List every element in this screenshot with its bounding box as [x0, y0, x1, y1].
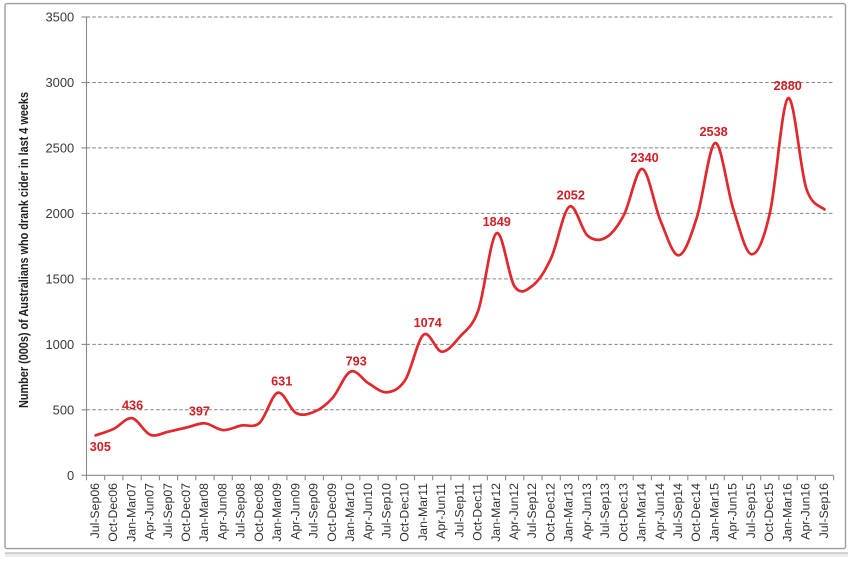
svg-text:Apr-Jun10: Apr-Jun10: [361, 483, 375, 540]
svg-text:Jul-Sep13: Jul-Sep13: [598, 483, 612, 539]
svg-text:Apr-Jun11: Apr-Jun11: [434, 483, 448, 539]
svg-text:Jul-Sep14: Jul-Sep14: [671, 483, 685, 539]
svg-text:2880: 2880: [774, 79, 802, 93]
svg-text:2500: 2500: [46, 141, 75, 156]
svg-text:2052: 2052: [557, 189, 585, 203]
svg-text:Apr-Jun15: Apr-Jun15: [726, 483, 740, 540]
svg-text:Jul-Sep07: Jul-Sep07: [161, 483, 175, 539]
svg-text:Oct-Dec14: Oct-Dec14: [689, 483, 703, 542]
svg-text:2538: 2538: [699, 125, 727, 139]
svg-text:Jan-Mar09: Jan-Mar09: [270, 483, 284, 542]
svg-text:Jan-Mar12: Jan-Mar12: [489, 483, 503, 542]
svg-text:Jan-Mar15: Jan-Mar15: [708, 483, 722, 542]
svg-text:Apr-Jun07: Apr-Jun07: [143, 483, 157, 540]
svg-text:Oct-Dec06: Oct-Dec06: [106, 483, 120, 542]
svg-text:Oct-Dec08: Oct-Dec08: [252, 483, 266, 542]
svg-text:Jan-Mar13: Jan-Mar13: [562, 483, 576, 542]
svg-text:2000: 2000: [46, 206, 75, 221]
svg-text:Jan-Mar16: Jan-Mar16: [780, 483, 794, 542]
svg-text:Jul-Sep08: Jul-Sep08: [234, 483, 248, 539]
svg-text:305: 305: [90, 440, 111, 454]
svg-text:Apr-Jun16: Apr-Jun16: [799, 483, 813, 540]
svg-text:Jul-Sep11: Jul-Sep11: [452, 483, 466, 538]
svg-text:Apr-Jun12: Apr-Jun12: [507, 483, 521, 540]
svg-text:Oct-Dec11: Oct-Dec11: [471, 483, 485, 541]
svg-text:Jul-Sep10: Jul-Sep10: [380, 483, 394, 539]
svg-text:Oct-Dec13: Oct-Dec13: [616, 483, 630, 542]
svg-text:Jan-Mar08: Jan-Mar08: [197, 483, 211, 542]
svg-text:2340: 2340: [630, 151, 658, 165]
svg-text:Jul-Sep15: Jul-Sep15: [744, 483, 758, 539]
svg-text:500: 500: [53, 402, 75, 417]
svg-text:Oct-Dec09: Oct-Dec09: [325, 483, 339, 542]
svg-text:3500: 3500: [46, 10, 75, 25]
svg-text:Apr-Jun14: Apr-Jun14: [653, 483, 667, 540]
svg-text:Number (000s) of Australians w: Number (000s) of Australians who drank c…: [17, 92, 31, 408]
svg-text:Jul-Sep12: Jul-Sep12: [525, 483, 539, 539]
svg-text:397: 397: [189, 404, 210, 418]
svg-text:793: 793: [346, 355, 367, 369]
svg-text:Jan-Mar11: Jan-Mar11: [416, 483, 430, 541]
svg-text:Jan-Mar07: Jan-Mar07: [124, 483, 138, 542]
svg-text:Jul-Sep09: Jul-Sep09: [307, 483, 321, 539]
svg-text:1849: 1849: [483, 215, 511, 229]
svg-text:0: 0: [67, 468, 74, 483]
svg-text:3000: 3000: [46, 75, 75, 90]
svg-text:631: 631: [271, 374, 292, 388]
svg-text:Apr-Jun13: Apr-Jun13: [580, 483, 594, 540]
svg-text:Jul-Sep16: Jul-Sep16: [817, 483, 831, 539]
svg-text:1500: 1500: [46, 272, 75, 287]
svg-text:1074: 1074: [414, 316, 442, 330]
svg-text:Jan-Mar14: Jan-Mar14: [635, 483, 649, 542]
svg-text:Apr-Jun08: Apr-Jun08: [215, 483, 229, 540]
svg-text:Oct-Dec12: Oct-Dec12: [544, 483, 558, 542]
svg-text:1000: 1000: [46, 337, 75, 352]
svg-text:Jul-Sep06: Jul-Sep06: [88, 483, 102, 539]
svg-text:436: 436: [122, 399, 143, 413]
svg-text:Apr-Jun09: Apr-Jun09: [288, 483, 302, 540]
svg-text:Oct-Dec07: Oct-Dec07: [179, 483, 193, 542]
svg-text:Oct-Dec15: Oct-Dec15: [762, 483, 776, 542]
svg-text:Jan-Mar10: Jan-Mar10: [343, 483, 357, 542]
svg-text:Oct-Dec10: Oct-Dec10: [398, 483, 412, 542]
